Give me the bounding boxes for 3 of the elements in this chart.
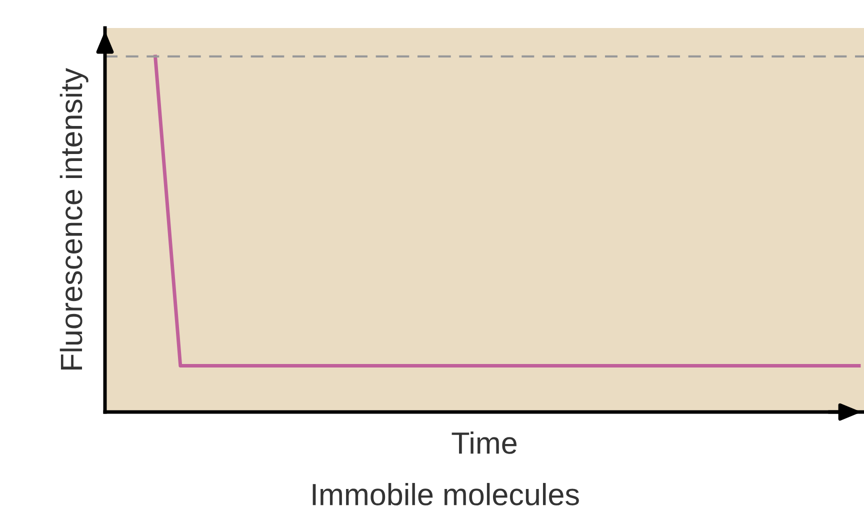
y-axis-title: Fluorescence intensity — [60, 68, 88, 370]
x-axis-title: Time — [452, 431, 517, 454]
text: Immobile molecules — [312, 482, 579, 506]
